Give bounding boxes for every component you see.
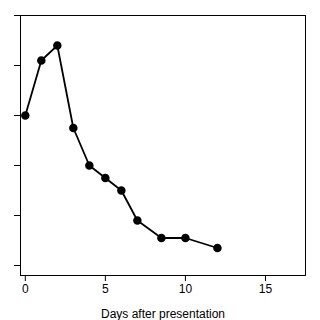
svg-text:10: 10 (179, 282, 193, 296)
svg-text:0: 0 (22, 282, 29, 296)
svg-text:5: 5 (102, 282, 109, 296)
svg-text:Days after presentation: Days after presentation (101, 307, 225, 320)
svg-text:15: 15 (259, 282, 273, 296)
